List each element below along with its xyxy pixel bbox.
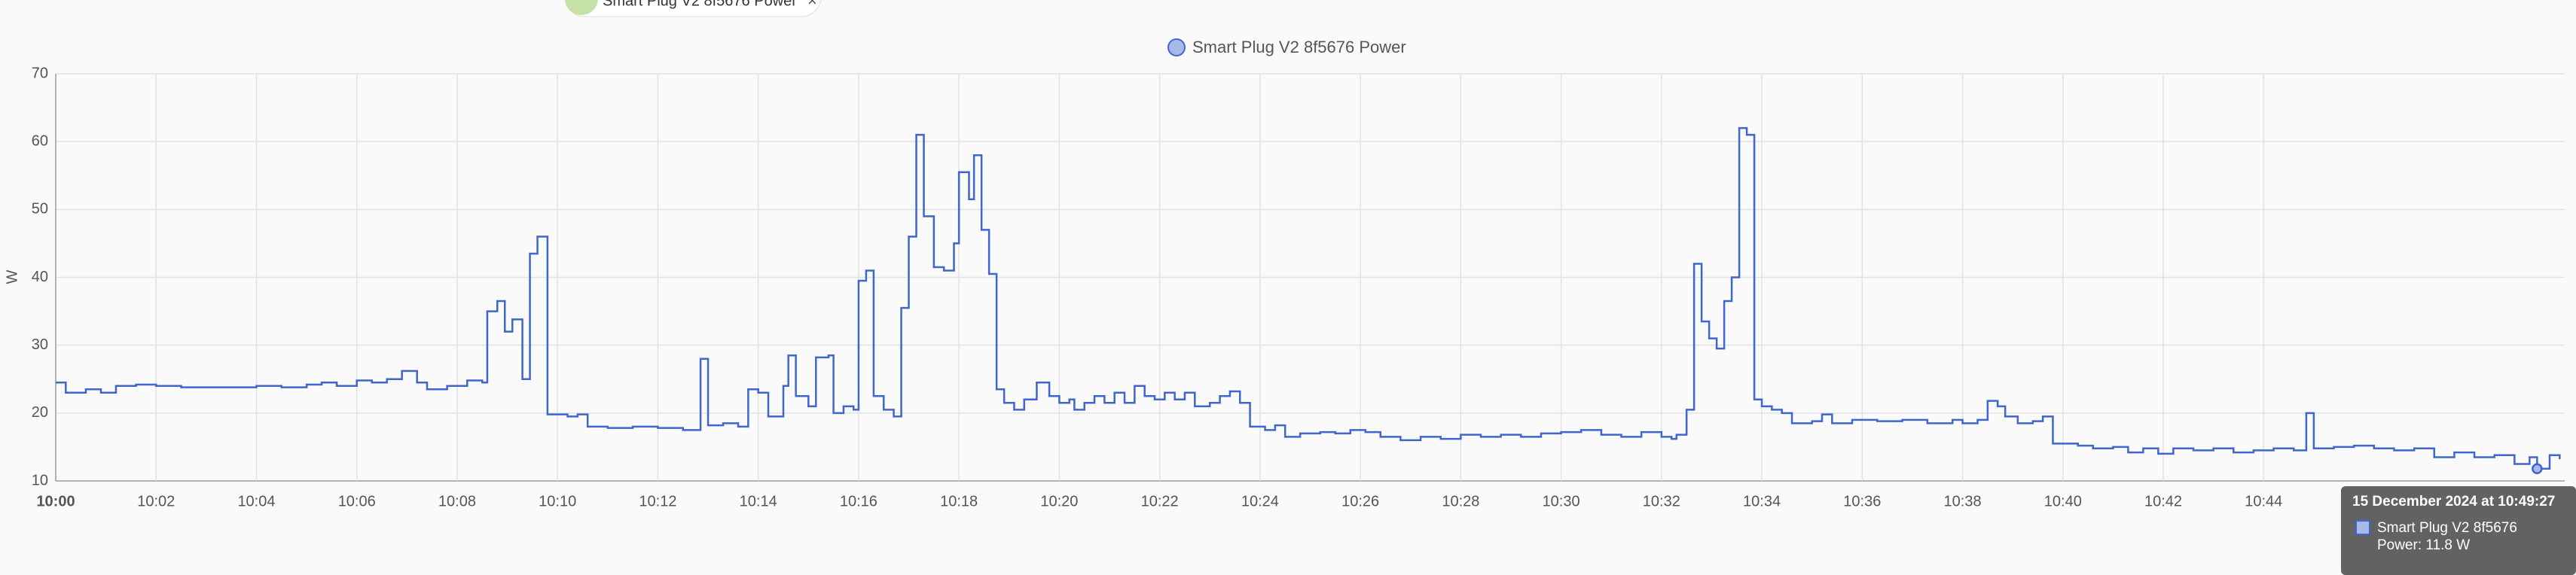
x-tick-label: 10:12 <box>639 493 676 510</box>
x-tick-label: 10:14 <box>740 493 777 510</box>
x-tick-label: 10:24 <box>1241 493 1279 510</box>
x-tick-label: 10:42 <box>2144 493 2182 510</box>
y-axis-label: W <box>4 269 20 284</box>
legend[interactable]: Smart Plug V2 8f5676 Power <box>1167 38 1406 56</box>
x-tick-label: 10:22 <box>1141 493 1179 510</box>
x-tick-label: 10:26 <box>1341 493 1379 510</box>
y-tick-label: 40 <box>32 269 48 285</box>
x-tick-label: 10:38 <box>1944 493 1982 510</box>
y-tick-label: 50 <box>32 201 48 218</box>
y-tick-label: 60 <box>32 132 48 149</box>
x-tick-label: 10:34 <box>1743 493 1781 510</box>
x-tick-label: 10:40 <box>2044 493 2082 510</box>
legend-swatch <box>1167 38 1186 56</box>
data-line <box>56 126 2561 470</box>
x-tick-label: 10:10 <box>539 493 576 510</box>
chip-label: Smart Plug V2 8f5676 Power <box>603 0 797 9</box>
x-tick-label: 10:06 <box>338 493 376 510</box>
hover-point <box>2532 463 2543 475</box>
x-tick-label: 10:20 <box>1040 493 1078 510</box>
x-tick-label: 10:04 <box>237 493 275 510</box>
tooltip-value: Power: 11.8 W <box>2377 537 2470 553</box>
x-tick-label: 10:02 <box>137 493 175 510</box>
x-tick-label: 10:00 <box>36 493 75 510</box>
chip-icon <box>565 0 598 15</box>
tooltip-box <box>2341 486 2576 575</box>
y-tick-label: 10 <box>32 472 48 488</box>
y-tick-label: 70 <box>32 65 48 81</box>
chip-close[interactable]: × <box>807 0 817 10</box>
x-tick-label: 10:44 <box>2245 493 2282 510</box>
x-tick-label: 10:36 <box>1843 493 1881 510</box>
y-tick-label: 30 <box>32 336 48 353</box>
tooltip-swatch <box>2355 520 2370 535</box>
tooltip-title: 15 December 2024 at 10:49:27 <box>2352 494 2555 510</box>
y-tick-label: 20 <box>32 404 48 421</box>
tooltip: 15 December 2024 at 10:49:27 Smart Plug V… <box>2341 486 2576 575</box>
x-tick-label: 10:30 <box>1543 493 1580 510</box>
x-tick-label: 10:18 <box>940 493 978 510</box>
x-tick-label: 10:32 <box>1643 493 1680 510</box>
x-tick-label: 10:08 <box>438 493 476 510</box>
legend-label: Smart Plug V2 8f5676 Power <box>1192 38 1406 56</box>
x-tick-label: 10:28 <box>1442 493 1479 510</box>
tooltip-series: Smart Plug V2 8f5676 <box>2377 520 2517 536</box>
x-tick-label: 10:16 <box>840 493 877 510</box>
entity-chip[interactable] <box>564 0 822 17</box>
